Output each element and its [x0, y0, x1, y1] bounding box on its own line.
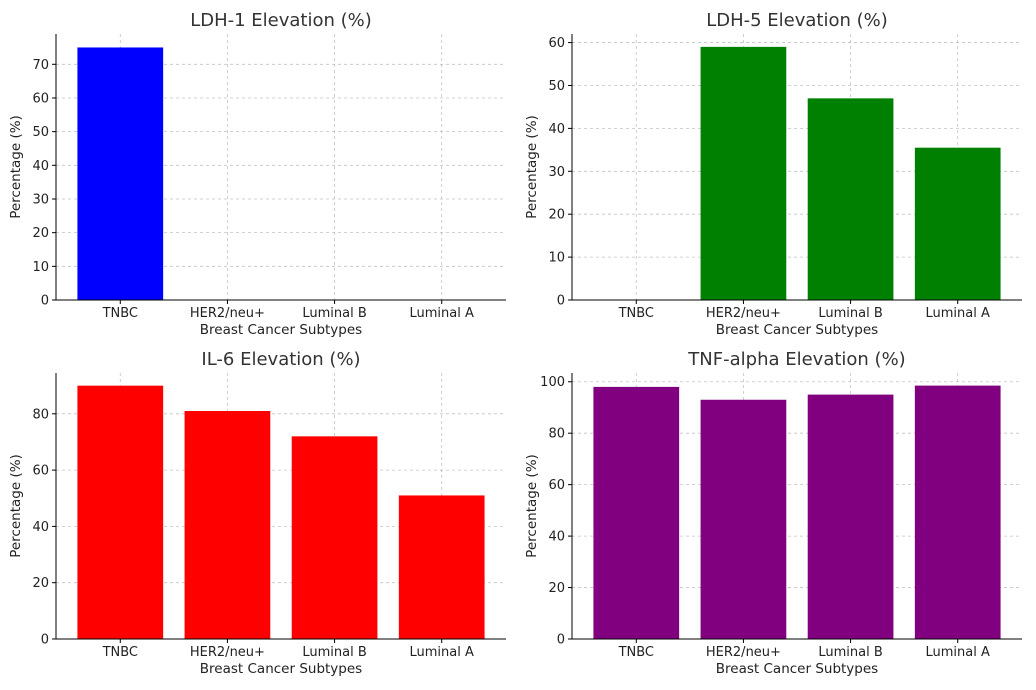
- y-tick-label: 10: [32, 260, 49, 275]
- x-tick-label: Luminal B: [302, 645, 366, 660]
- y-tick-label: 60: [32, 464, 49, 479]
- x-axis-label: Breast Cancer Subtypes: [200, 661, 362, 677]
- bar: [77, 47, 164, 300]
- chart-title: LDH-1 Elevation (%): [190, 10, 372, 31]
- y-tick-label: 80: [548, 427, 565, 442]
- bar: [700, 46, 787, 300]
- y-tick-label: 0: [557, 633, 565, 648]
- y-axis-label: Percentage (%): [8, 454, 24, 558]
- x-tick-label: HER2/neu+: [706, 645, 781, 660]
- x-tick-label: Luminal B: [302, 306, 366, 321]
- y-tick-label: 20: [548, 581, 565, 596]
- y-tick-label: 60: [32, 91, 49, 106]
- x-tick-label: TNBC: [102, 306, 138, 321]
- y-tick-label: 60: [548, 36, 565, 51]
- x-tick-label: HER2/neu+: [706, 306, 781, 321]
- y-axis-label: Percentage (%): [8, 115, 24, 219]
- y-tick-label: 50: [548, 79, 565, 94]
- chart-panel-3: 0 20 40 60 80 TNBC HER2/neu+ Luminal B Luminal A…: [8, 349, 506, 677]
- x-tick-label: HER2/neu+: [190, 645, 265, 660]
- y-tick-label: 20: [32, 576, 49, 591]
- y-tick-label: 60: [548, 478, 565, 493]
- x-axis-label: Breast Cancer Subtypes: [716, 661, 878, 677]
- bar: [291, 436, 378, 639]
- y-tick-label: 100: [540, 375, 565, 390]
- y-tick-label: 30: [548, 165, 565, 180]
- x-tick-label: Luminal A: [926, 306, 990, 321]
- x-axis-label: Breast Cancer Subtypes: [200, 322, 362, 338]
- y-tick-label: 0: [41, 633, 49, 648]
- bar: [77, 385, 164, 639]
- y-tick-label: 20: [548, 208, 565, 223]
- bar: [398, 495, 485, 639]
- x-tick-label: Luminal B: [818, 306, 882, 321]
- x-tick-label: TNBC: [618, 645, 654, 660]
- chart-panel-2: 0 10 20 30 40 50 60 TNBC HER2/neu+ Luminal B Lumin…: [524, 10, 1022, 338]
- y-tick-label: 30: [32, 192, 49, 207]
- x-tick-label: Luminal A: [926, 645, 990, 660]
- x-tick-label: HER2/neu+: [190, 306, 265, 321]
- y-tick-label: 40: [32, 520, 49, 535]
- bar: [700, 399, 787, 639]
- y-tick-label: 50: [32, 125, 49, 140]
- y-tick-label: 70: [32, 58, 49, 73]
- chart-panel-4: 0 20 40 60 80 100 TNBC HER2/neu+ Luminal B Lumina…: [524, 349, 1022, 677]
- bar: [914, 385, 1001, 639]
- x-tick-label: TNBC: [618, 306, 654, 321]
- x-tick-label: Luminal B: [818, 645, 882, 660]
- bar: [914, 147, 1001, 300]
- y-tick-label: 0: [41, 294, 49, 309]
- chart-title: LDH-5 Elevation (%): [706, 10, 888, 31]
- y-axis-label: Percentage (%): [524, 454, 540, 558]
- y-tick-label: 40: [548, 530, 565, 545]
- y-axis-label: Percentage (%): [524, 115, 540, 219]
- y-tick-label: 10: [548, 251, 565, 266]
- x-tick-label: TNBC: [102, 645, 138, 660]
- y-tick-label: 20: [32, 226, 49, 241]
- y-tick-label: 0: [557, 294, 565, 309]
- bar: [184, 411, 271, 639]
- x-tick-label: Luminal A: [410, 306, 474, 321]
- bar: [807, 98, 894, 301]
- bar: [807, 394, 894, 639]
- chart-title: TNF-alpha Elevation (%): [687, 349, 905, 370]
- chart-panel-1: 0 10 20 30 40 50 60 70 TNBC HER2/neu+ Luminal B Lum…: [8, 10, 506, 338]
- y-tick-label: 40: [32, 159, 49, 174]
- x-axis-label: Breast Cancer Subtypes: [716, 322, 878, 338]
- bar: [593, 386, 680, 639]
- y-tick-label: 80: [32, 407, 49, 422]
- x-tick-label: Luminal A: [410, 645, 474, 660]
- chart-title: IL-6 Elevation (%): [201, 349, 360, 370]
- y-tick-label: 40: [548, 122, 565, 137]
